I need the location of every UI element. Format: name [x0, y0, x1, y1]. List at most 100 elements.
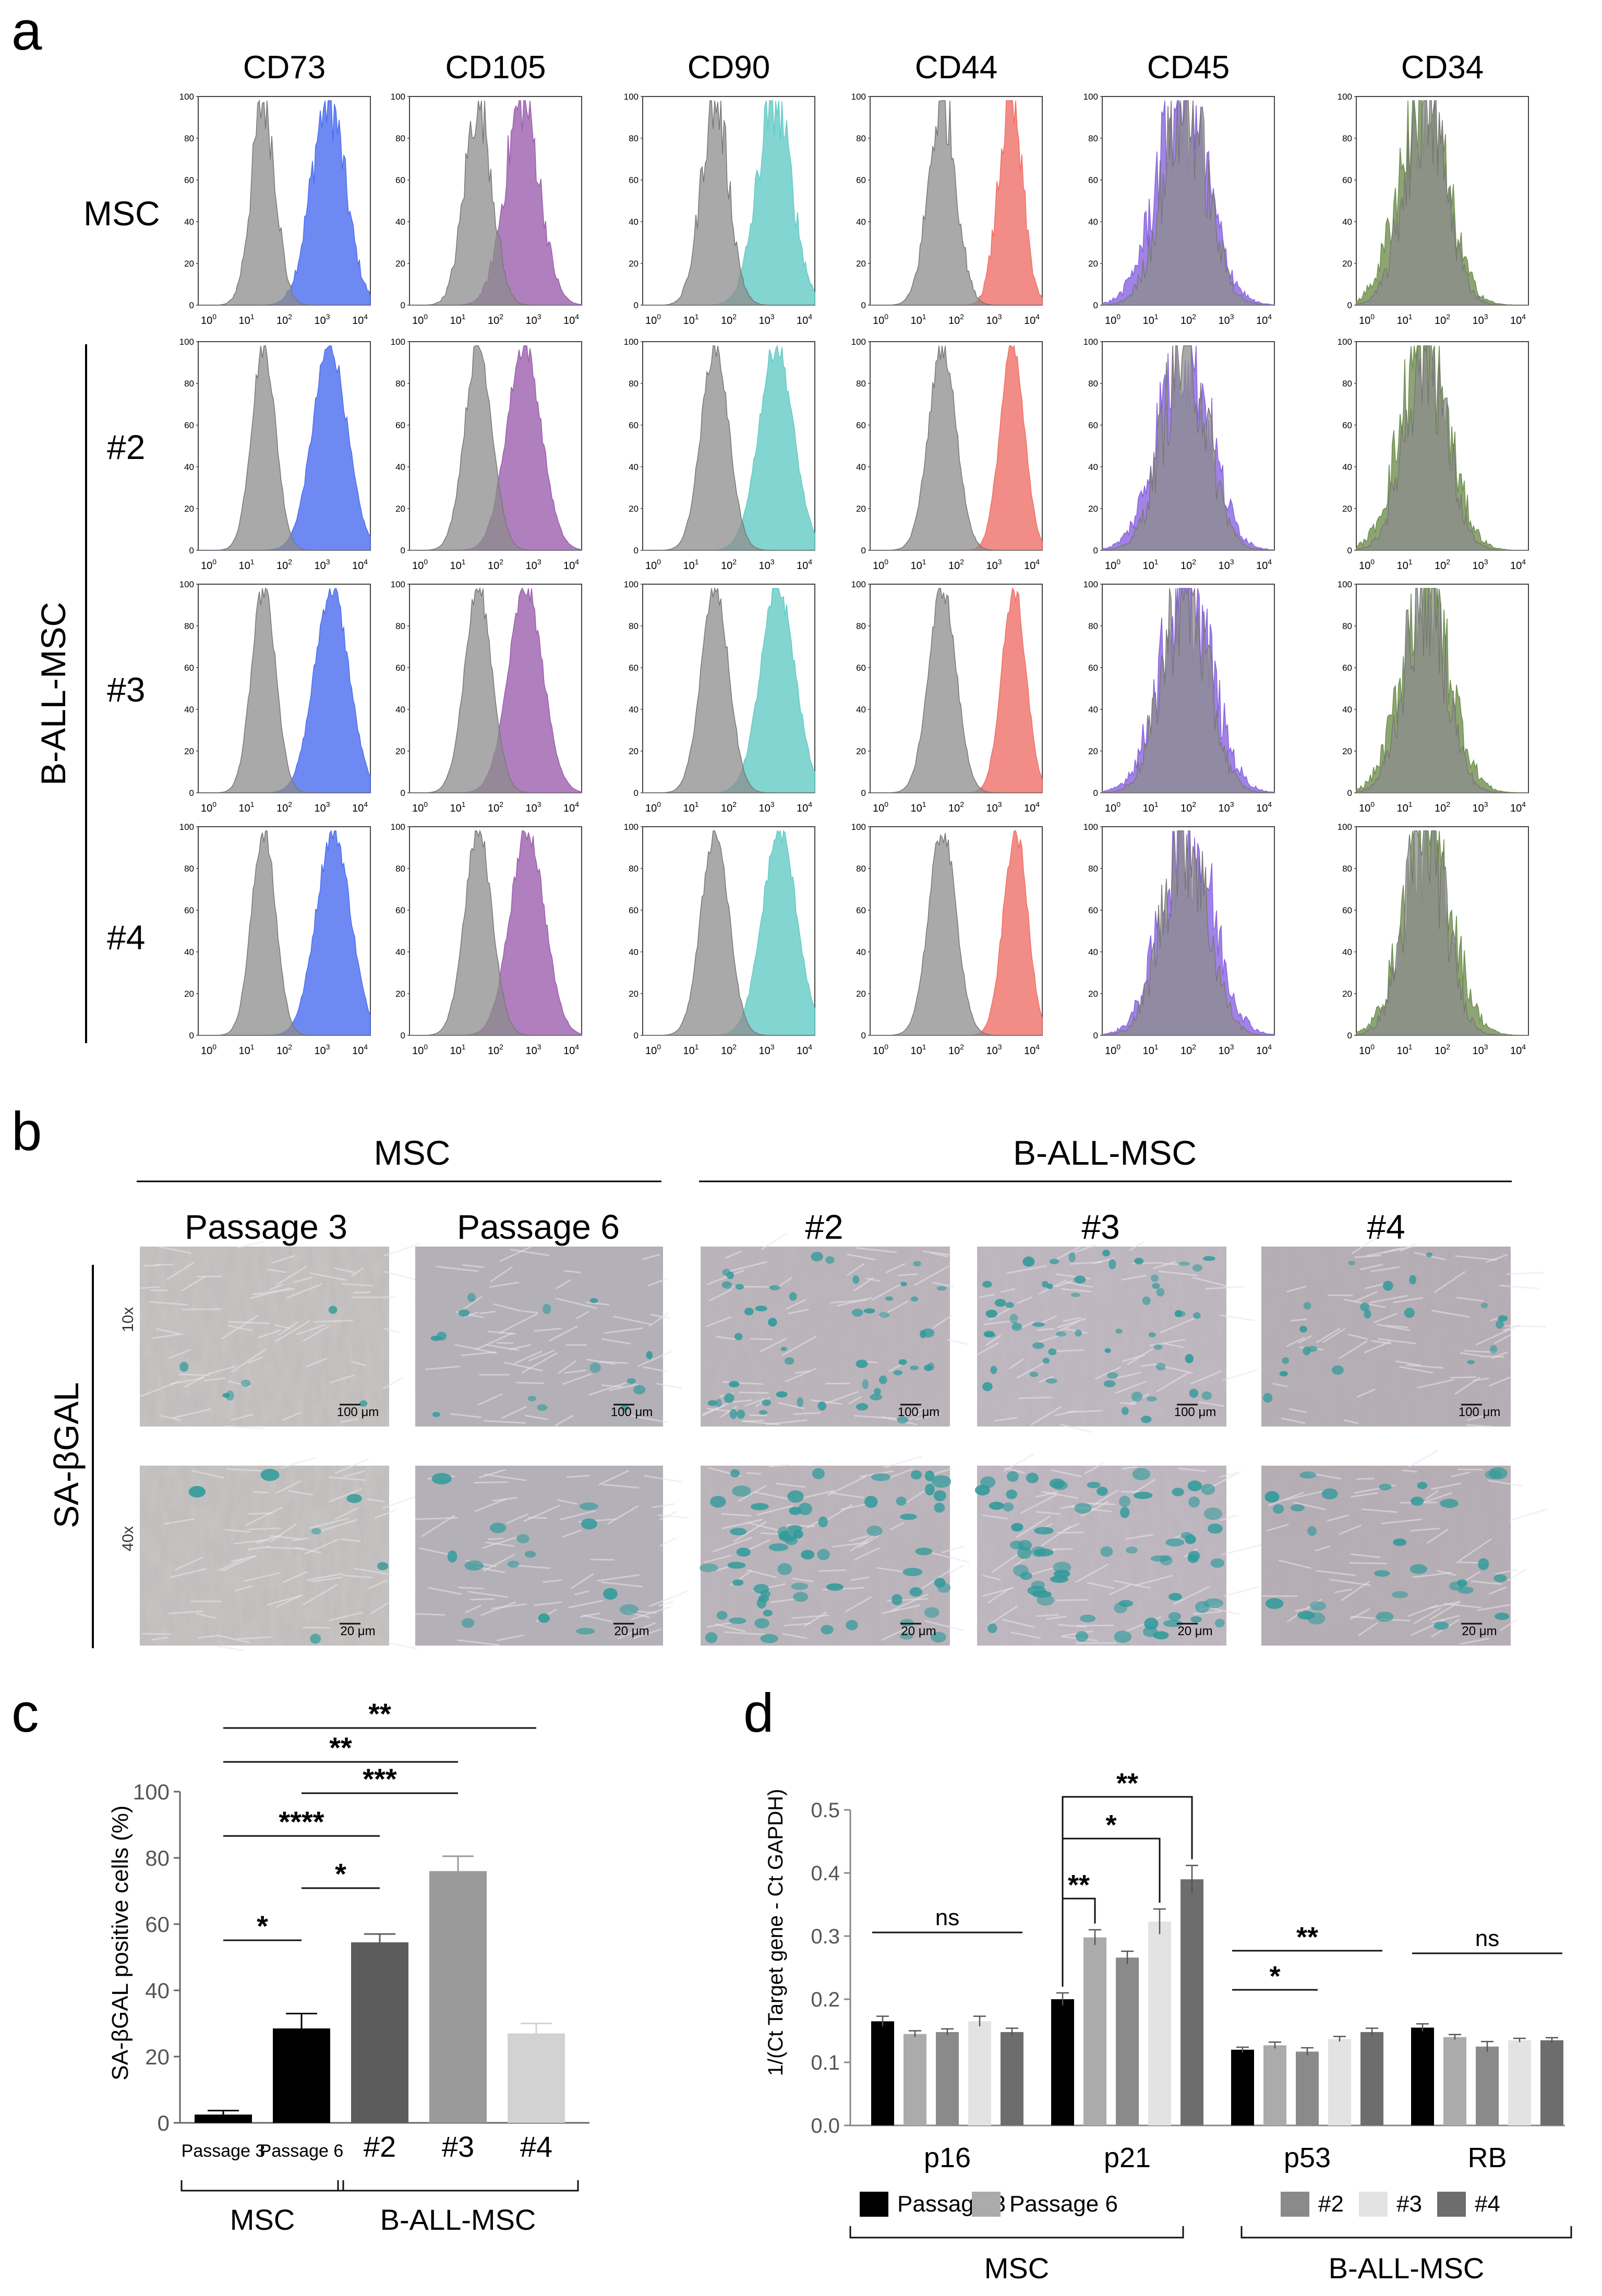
cell-fiber [450, 1413, 481, 1418]
senescent-cell-stain [1178, 1261, 1190, 1266]
y-tick-label: 20 [184, 746, 194, 756]
y-tick-label: 100 [179, 92, 194, 102]
row-label-msc: MSC [83, 194, 160, 233]
senescent-cell-stain [524, 1551, 536, 1558]
cell-fiber [1286, 1285, 1307, 1292]
row-label-3: #3 [107, 670, 145, 709]
y-tick-label: 80 [1342, 134, 1352, 143]
panel-c-bar-chart: SA-βGAL positive cells (%) 0 20 40 60 80 100 P… [107, 1697, 589, 2236]
senescent-cell-stain [1282, 1357, 1290, 1364]
isotype-control-histogram [870, 100, 1042, 306]
senescent-cell-stain [1360, 1302, 1369, 1312]
cell-fiber [1223, 1369, 1258, 1381]
micrograph-column-header: #2 [805, 1207, 843, 1246]
histogram-cd45-row-3: 0 20 40 60 80 100 100 101 102 103 104 [1083, 822, 1275, 1057]
senescent-cell-stain [1005, 1302, 1014, 1308]
cell-fiber [514, 1350, 543, 1364]
histogram-cd44-row-1: 0 20 40 60 80 100 100 101 102 103 104 [851, 337, 1043, 572]
senescent-cell-stain [620, 1405, 629, 1411]
y-tick-label: 0 [401, 300, 405, 310]
cell-fiber [1113, 1580, 1151, 1589]
cell-fiber [729, 1399, 752, 1404]
cell-fiber [948, 1565, 964, 1575]
cell-fiber [370, 1602, 389, 1615]
cell-fiber [491, 1496, 517, 1502]
cell-fiber [827, 1476, 866, 1496]
x-tick-label: 103 [986, 558, 1002, 572]
cell-fiber [633, 1628, 662, 1639]
senescent-cell-stain [1142, 1296, 1151, 1305]
y-tick-label: 20 [395, 989, 405, 999]
cell-fiber [151, 1637, 168, 1640]
y-tick-label: 80 [1088, 864, 1098, 874]
x-tick-label: 103 [314, 312, 330, 327]
histogram-cd45-row-0: 0 20 40 60 80 100 100 101 102 103 104 [1083, 92, 1275, 327]
senescent-cell-stain [1190, 1616, 1202, 1623]
cell-fiber [1395, 1360, 1422, 1367]
cell-fiber [1039, 1375, 1054, 1383]
y-tick-label: 40 [1088, 217, 1098, 227]
cell-fiber [269, 1535, 303, 1540]
cell-fiber [341, 1538, 362, 1542]
y-tick-label: 80 [629, 379, 639, 389]
cell-fiber [994, 1417, 1018, 1422]
cell-fiber [1414, 1607, 1441, 1624]
isotype-control-histogram [870, 833, 1042, 1036]
histogram-cd105-row-0: 0 20 40 60 80 100 100 101 102 103 104 [391, 92, 582, 327]
cell-fiber [560, 1510, 596, 1520]
senescent-cell-stain [982, 1280, 992, 1288]
senescent-cell-stain [1042, 1280, 1049, 1288]
cell-fiber [1092, 1258, 1115, 1264]
cell-fiber [204, 1377, 226, 1382]
cell-fiber [1095, 1367, 1121, 1380]
senescent-cell-stain [1097, 1487, 1108, 1496]
senescent-cell-stain [1417, 1482, 1428, 1490]
cell-fiber [155, 1328, 179, 1335]
y-tick-label: 0 [1347, 788, 1352, 798]
x-tick-label: 101 [683, 800, 698, 814]
y-tick-label: 100 [1083, 337, 1098, 347]
cell-fiber [247, 1356, 263, 1363]
cell-fiber [224, 1425, 264, 1430]
cell-fiber [1460, 1352, 1483, 1357]
bar-p53-0 [1231, 2049, 1254, 2125]
senescent-cell-stain [1042, 1358, 1050, 1364]
senescent-cell-stain [1104, 1348, 1111, 1354]
legend-label: Passage 6 [1009, 2191, 1118, 2217]
bar-p21-2 [1116, 1957, 1139, 2125]
y-tick-label: 100 [1338, 579, 1352, 589]
senescent-cell-stain [1409, 1275, 1417, 1285]
senescent-cell-stain [1080, 1614, 1096, 1623]
cell-fiber [174, 1556, 203, 1571]
cell-fiber [501, 1406, 527, 1419]
cell-fiber [785, 1299, 806, 1310]
senescent-cell-stain [936, 1286, 947, 1291]
senescent-cell-stain [1049, 1259, 1059, 1264]
cell-fiber [1190, 1370, 1222, 1385]
x-tick-label: 104 [1510, 312, 1526, 327]
cell-fiber [853, 1277, 874, 1292]
cell-fiber [243, 1572, 280, 1582]
cell-fiber [629, 1415, 668, 1423]
micrograph-column-header: #3 [1081, 1207, 1119, 1246]
significance-label: ** [1068, 1869, 1090, 1901]
senescent-cell-stain [589, 1362, 601, 1373]
cell-fiber [1061, 1288, 1092, 1292]
cell-fiber [1007, 1265, 1047, 1274]
cell-fiber [1381, 1518, 1423, 1525]
senescent-cell-stain [1102, 1249, 1110, 1256]
y-tick-label: 40 [145, 1978, 170, 2003]
senescent-cell-stain [1131, 1392, 1143, 1402]
cell-fiber [820, 1391, 859, 1406]
senescent-cell-stain [1074, 1275, 1086, 1284]
senescent-cell-stain [1290, 1504, 1305, 1512]
senescent-cell-stain [310, 1634, 321, 1644]
cell-fiber [227, 1324, 253, 1332]
senescent-cell-stain [744, 1308, 754, 1315]
scale-bar-label: 20 μm [340, 1624, 375, 1638]
micrograph-texture [1261, 1247, 1511, 1427]
y-tick-label: 100 [624, 822, 639, 832]
senescent-cell-stain [924, 1483, 935, 1496]
cell-fiber [310, 1576, 343, 1582]
cell-fiber [479, 1311, 496, 1314]
